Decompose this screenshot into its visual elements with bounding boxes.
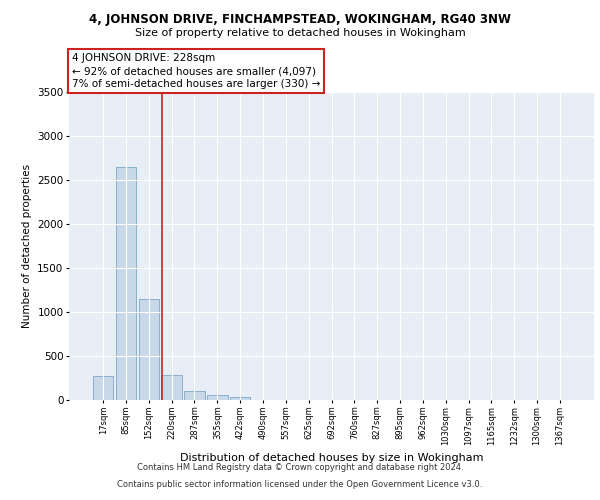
Text: Size of property relative to detached houses in Wokingham: Size of property relative to detached ho… (134, 28, 466, 38)
Bar (184, 391, 205, 400)
Bar (207, 395, 227, 400)
Y-axis label: Number of detached properties: Number of detached properties (22, 164, 32, 328)
Bar (116, 167, 136, 400)
Bar (161, 374, 182, 400)
X-axis label: Distribution of detached houses by size in Wokingham: Distribution of detached houses by size … (180, 453, 483, 463)
Bar (139, 299, 159, 400)
Text: 4 JOHNSON DRIVE: 228sqm
← 92% of detached houses are smaller (4,097)
7% of semi-: 4 JOHNSON DRIVE: 228sqm ← 92% of detache… (71, 53, 320, 90)
Text: 4, JOHNSON DRIVE, FINCHAMPSTEAD, WOKINGHAM, RG40 3NW: 4, JOHNSON DRIVE, FINCHAMPSTEAD, WOKINGH… (89, 12, 511, 26)
Bar (93, 376, 113, 400)
Text: Contains public sector information licensed under the Open Government Licence v3: Contains public sector information licen… (118, 480, 482, 489)
Bar (230, 397, 250, 400)
Text: Contains HM Land Registry data © Crown copyright and database right 2024.: Contains HM Land Registry data © Crown c… (137, 464, 463, 472)
